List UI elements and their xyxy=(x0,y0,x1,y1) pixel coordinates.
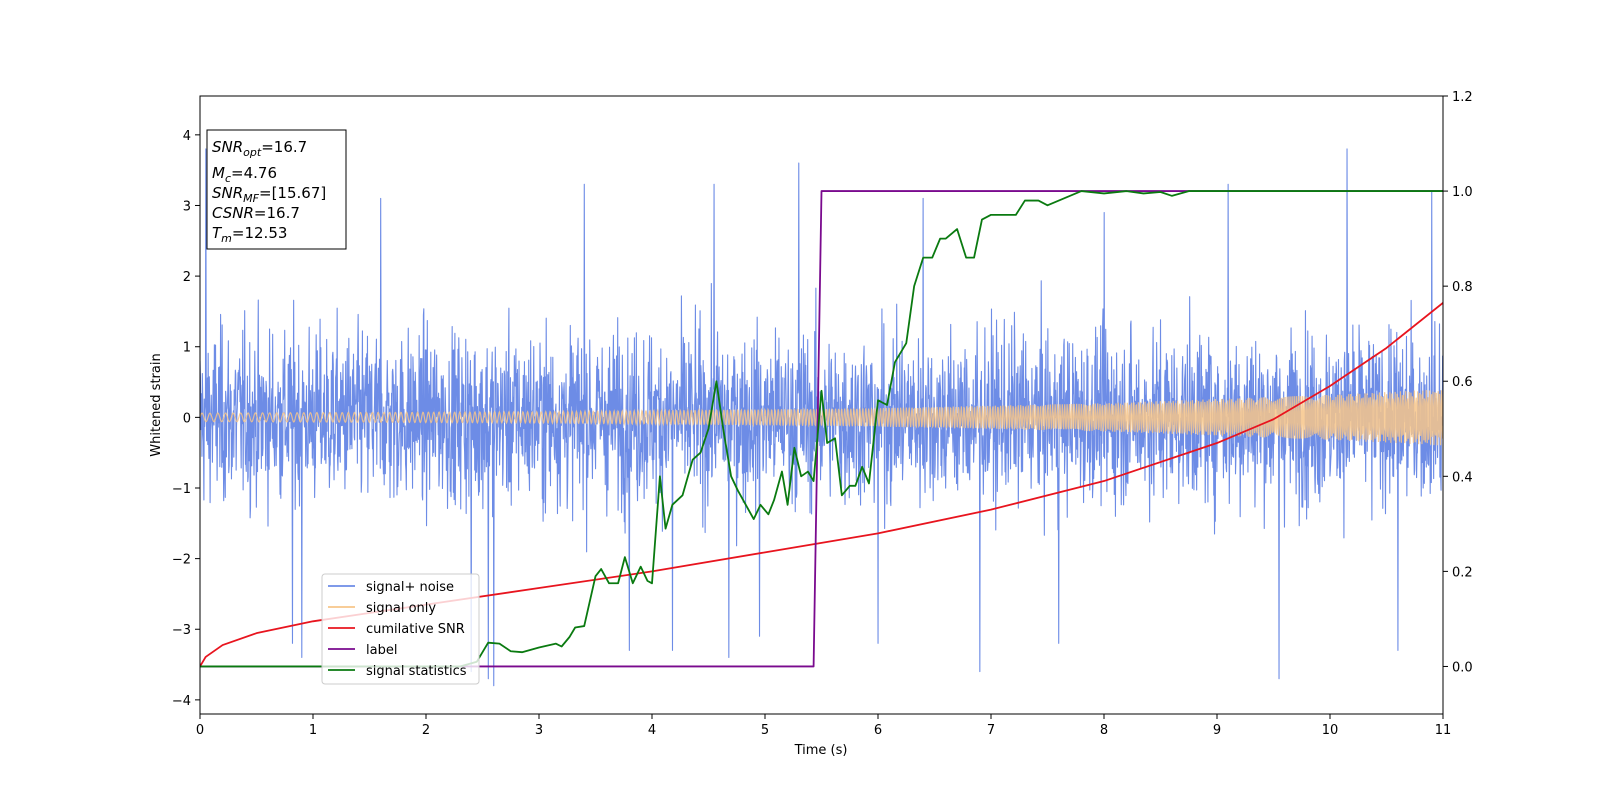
legend-entry-label: signal statistics xyxy=(366,664,467,679)
y-axis-left: −4 −3 −2 −1 0 1 2 3 4 xyxy=(172,129,200,709)
info-line: CSNR=16.7 xyxy=(212,204,300,222)
y-left-tick-label: −2 xyxy=(172,553,191,568)
legend-entry-label: label xyxy=(366,643,397,658)
y-left-tick-label: 3 xyxy=(183,199,191,214)
x-tick-label: 4 xyxy=(648,723,656,738)
y-left-tick-label: −1 xyxy=(172,482,191,497)
x-tick-label: 9 xyxy=(1213,723,1221,738)
x-tick-label: 7 xyxy=(987,723,995,738)
legend-frame xyxy=(321,573,480,685)
plot-area xyxy=(200,148,1443,687)
legend: signal+ noise signal only cumilative SNR la… xyxy=(321,573,480,685)
series-signal-noise xyxy=(200,148,1443,687)
y-left-tick-label: 2 xyxy=(183,270,191,285)
series-signal-statistics xyxy=(200,190,1443,668)
x-tick-label: 5 xyxy=(761,723,769,738)
y-left-tick-label: 1 xyxy=(183,341,191,356)
y-left-tick-label: 0 xyxy=(183,411,191,426)
series-cumulative-snr xyxy=(200,302,1443,667)
y-right-tick-label: 0.2 xyxy=(1452,565,1473,580)
legend-entry-label: signal+ noise xyxy=(366,580,454,595)
info-box-frame xyxy=(206,129,347,250)
info-line: SNRopt=16.7 xyxy=(212,138,307,159)
x-tick-label: 2 xyxy=(422,723,430,738)
y-right-tick-label: 1.2 xyxy=(1452,90,1473,105)
y-axis-right: 0.0 0.2 0.4 0.6 0.8 1.0 1.2 xyxy=(1443,90,1473,675)
y-left-tick-label: −4 xyxy=(172,694,191,709)
axes-frame xyxy=(199,95,1444,715)
legend-entry-label: signal only xyxy=(366,601,436,616)
x-axis-label: Time (s) xyxy=(794,743,848,758)
x-tick-label: 6 xyxy=(874,723,882,738)
legend-entry-label: cumilative SNR xyxy=(366,622,465,637)
info-box: SNRopt=16.7 Mc=4.76SNRMF=[15.67]CSNR=16.7… xyxy=(206,129,347,250)
y-right-tick-label: 0.0 xyxy=(1452,660,1473,675)
y-axis-label: Whitened strain xyxy=(149,353,164,456)
x-tick-label: 8 xyxy=(1100,723,1108,738)
x-tick-label: 3 xyxy=(535,723,543,738)
x-tick-label: 0 xyxy=(196,723,204,738)
x-tick-label: 11 xyxy=(1435,723,1452,738)
x-tick-label: 10 xyxy=(1322,723,1339,738)
y-right-tick-label: 0.4 xyxy=(1452,470,1473,485)
x-tick-label: 1 xyxy=(309,723,317,738)
info-line: SNRMF=[15.67] xyxy=(212,184,326,205)
series-signal-only xyxy=(200,389,1443,446)
y-right-tick-label: 0.8 xyxy=(1452,280,1473,295)
y-left-tick-label: −3 xyxy=(172,623,191,638)
info-line: Mc=4.76 xyxy=(212,164,277,185)
y-left-tick-label: 4 xyxy=(183,129,191,144)
y-right-tick-label: 0.6 xyxy=(1452,375,1473,390)
x-axis: 0 1 2 3 4 5 6 7 8 9 10 11 xyxy=(196,714,1451,738)
info-line: Tm=12.53 xyxy=(212,224,287,245)
y-right-tick-label: 1.0 xyxy=(1452,185,1473,200)
